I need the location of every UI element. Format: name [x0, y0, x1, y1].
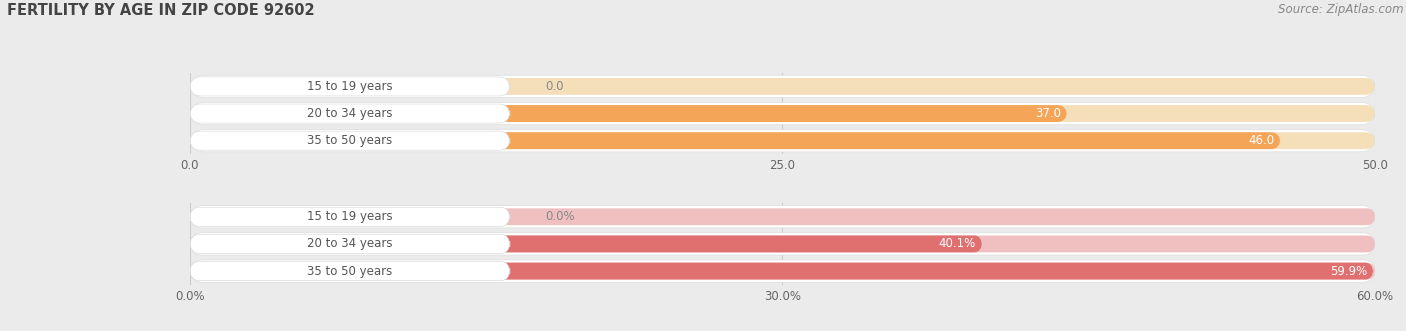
FancyBboxPatch shape: [190, 75, 1375, 98]
FancyBboxPatch shape: [190, 105, 1067, 122]
FancyBboxPatch shape: [190, 207, 510, 226]
FancyBboxPatch shape: [190, 261, 510, 281]
Text: 59.9%: 59.9%: [1330, 264, 1367, 278]
FancyBboxPatch shape: [190, 105, 1375, 122]
FancyBboxPatch shape: [190, 206, 1375, 228]
FancyBboxPatch shape: [190, 129, 1375, 152]
FancyBboxPatch shape: [190, 235, 981, 252]
Text: 20 to 34 years: 20 to 34 years: [307, 237, 392, 251]
FancyBboxPatch shape: [190, 263, 1374, 279]
Text: 35 to 50 years: 35 to 50 years: [307, 264, 392, 278]
Text: 15 to 19 years: 15 to 19 years: [307, 210, 392, 223]
FancyBboxPatch shape: [190, 260, 1375, 282]
Text: FERTILITY BY AGE IN ZIP CODE 92602: FERTILITY BY AGE IN ZIP CODE 92602: [7, 3, 315, 18]
FancyBboxPatch shape: [190, 234, 510, 254]
Text: 0.0%: 0.0%: [546, 210, 575, 223]
Text: 37.0: 37.0: [1035, 107, 1062, 120]
Text: 20 to 34 years: 20 to 34 years: [307, 107, 392, 120]
Text: 35 to 50 years: 35 to 50 years: [307, 134, 392, 147]
FancyBboxPatch shape: [190, 102, 1375, 125]
FancyBboxPatch shape: [190, 233, 1375, 255]
FancyBboxPatch shape: [190, 132, 1375, 149]
FancyBboxPatch shape: [190, 77, 510, 96]
Text: Source: ZipAtlas.com: Source: ZipAtlas.com: [1278, 3, 1403, 16]
FancyBboxPatch shape: [190, 131, 510, 150]
Text: 40.1%: 40.1%: [939, 237, 976, 251]
FancyBboxPatch shape: [190, 208, 1375, 225]
FancyBboxPatch shape: [190, 235, 1375, 252]
FancyBboxPatch shape: [190, 104, 510, 123]
Text: 46.0: 46.0: [1249, 134, 1274, 147]
FancyBboxPatch shape: [190, 78, 1375, 95]
Text: 15 to 19 years: 15 to 19 years: [307, 80, 392, 93]
Text: 0.0: 0.0: [546, 80, 564, 93]
FancyBboxPatch shape: [190, 263, 1375, 279]
FancyBboxPatch shape: [190, 132, 1281, 149]
